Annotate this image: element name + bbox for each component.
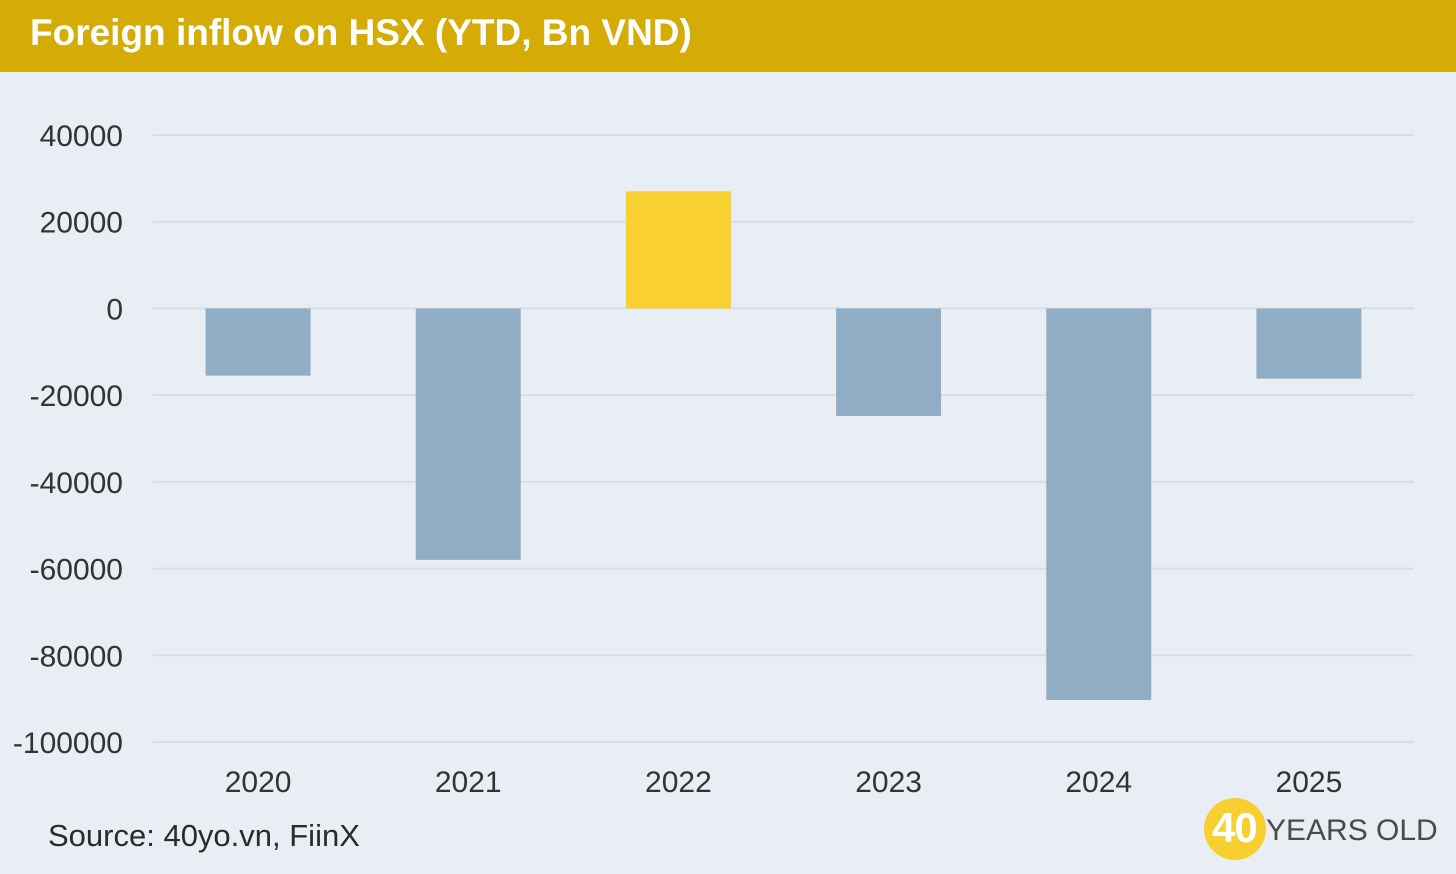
bar-2022 [626,191,731,308]
bar-2020 [206,308,311,375]
y-tick-label: -60000 [30,554,123,587]
x-tick-label: 2024 [1065,766,1132,799]
bar-2021 [416,308,521,559]
bar-2025 [1256,308,1361,378]
x-tick-label: 2021 [435,766,502,799]
bars [206,191,1362,700]
gridlines [153,135,1414,742]
y-tick-label: -40000 [30,467,123,500]
y-axis-ticks: 40000 20000 0 -20000 -40000 -60000 -80000 -1000… [13,120,123,760]
bar-chart: 40000 20000 0 -20000 -40000 -60000 -80000 -1000… [0,0,1456,874]
brand-logo: 40 YEARS OLD [1204,798,1444,862]
source-note: Source: 40yo.vn, FiinX [48,818,360,854]
bar-2023 [836,308,941,416]
y-tick-label: -80000 [30,640,123,673]
y-tick-label: -20000 [30,380,123,413]
x-axis-ticks: 2020 2021 2022 2023 2024 2025 [225,766,1343,799]
y-tick-label: 40000 [40,120,123,153]
y-tick-label: 20000 [40,207,123,240]
x-tick-label: 2022 [645,766,712,799]
y-tick-label: -100000 [13,727,123,760]
x-tick-label: 2023 [855,766,922,799]
logo-text: YEARS OLD [1266,814,1438,848]
x-tick-label: 2020 [225,766,292,799]
y-tick-label: 0 [106,293,123,326]
logo-number: 40 [1212,804,1257,852]
bar-2024 [1046,308,1151,700]
x-tick-label: 2025 [1276,766,1343,799]
